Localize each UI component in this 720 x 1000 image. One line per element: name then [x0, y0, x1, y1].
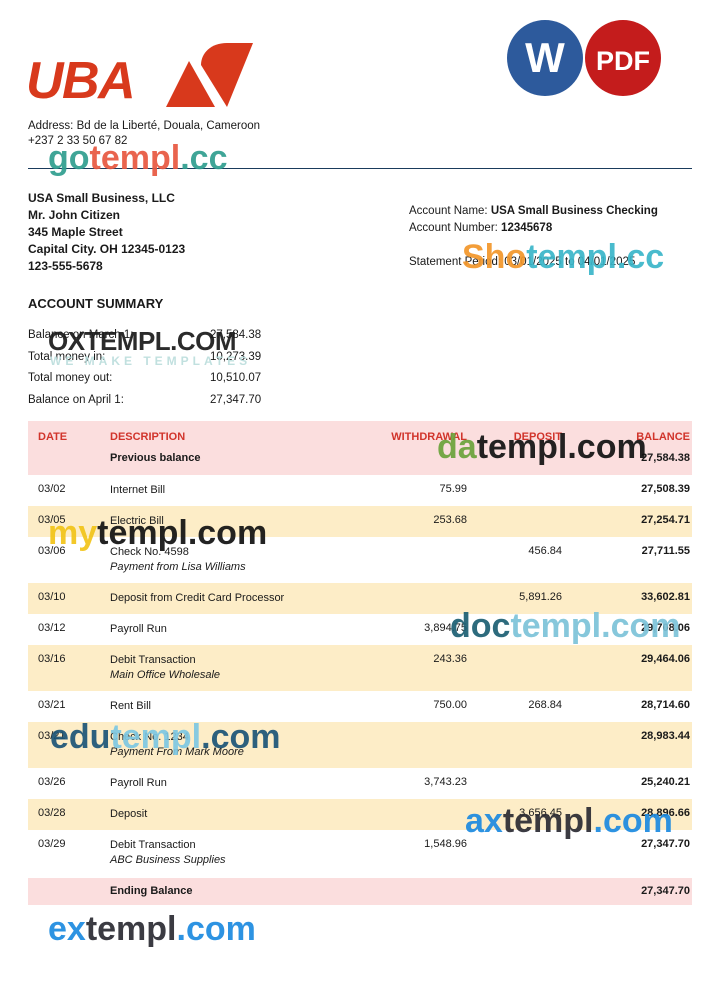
svg-text:PDF: PDF [596, 46, 650, 76]
svg-text:UBA: UBA [26, 52, 134, 110]
svg-text:W: W [525, 34, 565, 81]
